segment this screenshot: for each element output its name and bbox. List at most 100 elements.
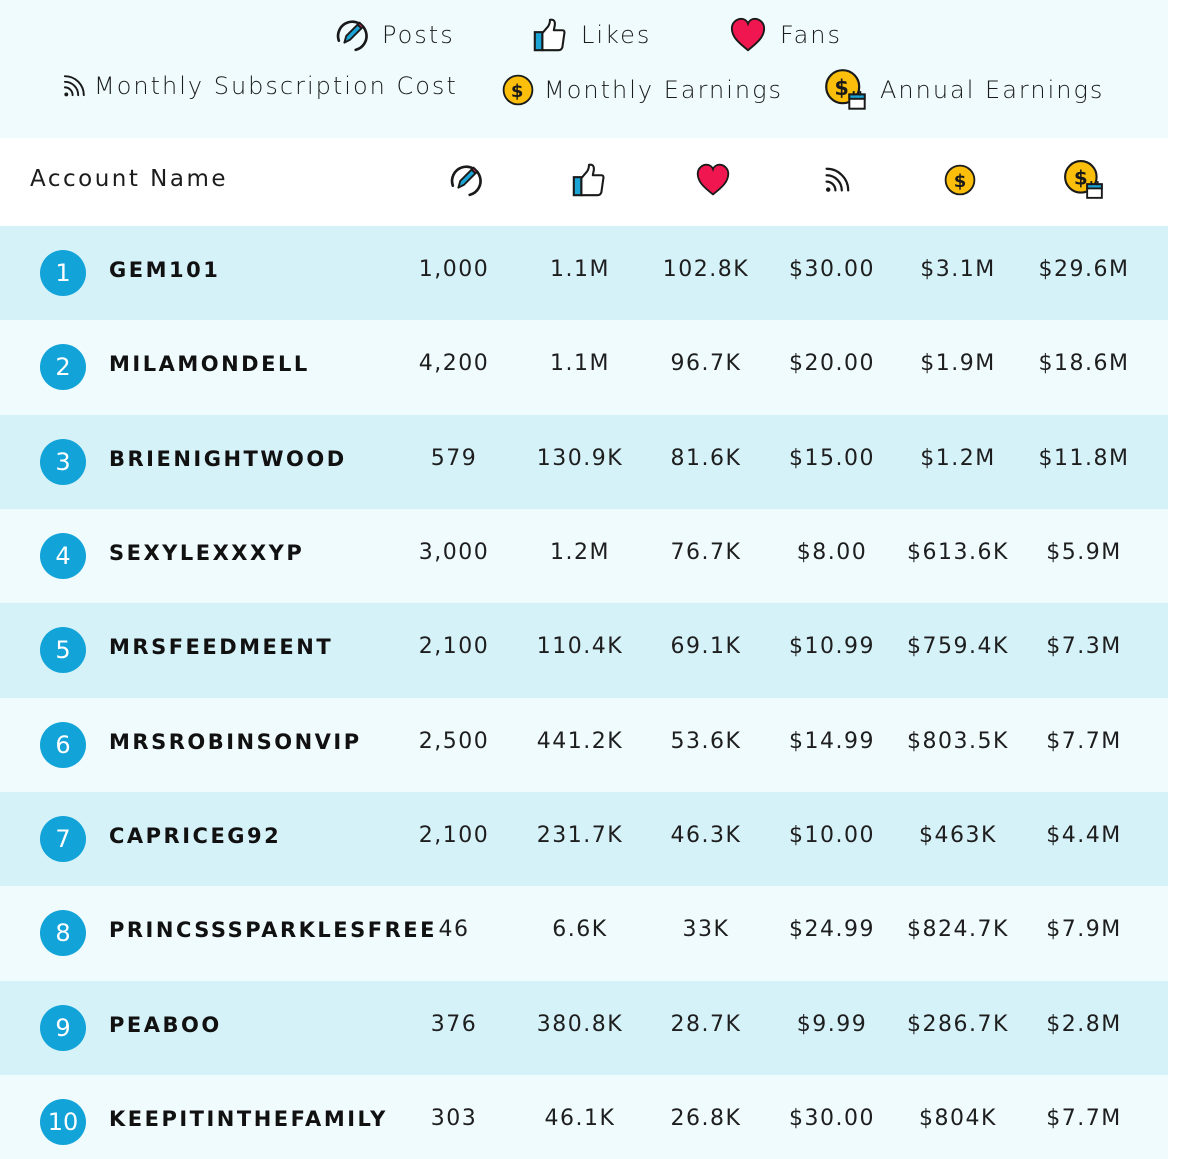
rank-badge: 5 [40,627,86,673]
rank-badge: 4 [40,533,86,579]
rank-badge: 10 [40,1099,86,1145]
posts-value: 376 [430,1012,478,1037]
annual-earnings-value: $7.7M [1046,1106,1122,1131]
fans-value: 33K [682,917,730,942]
table-row: 2 MILAMONDELL 4,200 1.1M 96.7K $20.00 $1… [0,320,1168,415]
leaderboard: Posts Likes Fans Monthly Subscription Co… [0,0,1168,1159]
fans-value: 96.7K [670,351,742,376]
table-row: 4 SEXYLEXXXYP 3,000 1.2M 76.7K $8.00 $61… [0,509,1168,604]
subscription-cost-value: $15.00 [789,446,875,471]
monthly-earnings-value: $803.5K [907,729,1009,754]
account-name: GEM101 [109,258,221,282]
subscription-cost-value: $10.00 [789,823,875,848]
subscription-cost-value: $14.99 [789,729,875,754]
account-name: SEXYLEXXXYP [109,541,305,565]
likes-value: 1.2M [550,540,610,565]
table-row: 1 GEM101 1,000 1.1M 102.8K $30.00 $3.1M … [0,226,1168,321]
likes-value: 110.4K [536,634,624,659]
fans-value: 81.6K [670,446,742,471]
rank-badge: 8 [40,910,86,956]
column-header-likes [529,162,649,202]
account-name: MILAMONDELL [109,352,310,376]
column-header-posts [405,162,525,202]
fans-value: 69.1K [670,634,742,659]
legend-item-subscription-cost: Monthly Subscription Cost [60,72,458,100]
subscription-cost-value: $30.00 [789,257,875,282]
account-name: KEEPITINTHEFAMILY [109,1107,388,1131]
table-row: 7 CAPRICEG92 2,100 231.7K 46.3K $10.00 $… [0,792,1168,887]
annual-earnings-value: $11.8M [1038,446,1130,471]
thumbs-up-icon [531,16,569,54]
rank-badge: 7 [40,816,86,862]
likes-value: 1.1M [550,257,610,282]
subscription-cost-value: $9.99 [796,1012,868,1037]
fans-value: 28.7K [670,1012,742,1037]
posts-value: 2,100 [418,823,490,848]
subscription-cost-value: $24.99 [789,917,875,942]
posts-value: 2,500 [418,729,490,754]
legend-label: Annual Earnings [880,76,1105,104]
monthly-earnings-value: $613.6K [907,540,1009,565]
account-name: BRIENIGHTWOOD [109,447,347,471]
rss-feed-icon [60,72,88,100]
table-row: 10 KEEPITINTHEFAMILY 303 46.1K 26.8K $30… [0,1075,1168,1159]
legend-item-monthly-earnings: Monthly Earnings [500,72,783,108]
table-header: Account Name [0,138,1168,226]
posts-value: 2,100 [418,634,490,659]
legend-label: Posts [382,21,455,49]
monthly-earnings-value: $3.1M [920,257,996,282]
likes-value: 441.2K [536,729,624,754]
subscription-cost-value: $8.00 [796,540,868,565]
likes-value: 380.8K [536,1012,624,1037]
rss-feed-icon [821,164,853,200]
legend-label: Monthly Subscription Cost [94,72,458,100]
pencil-circle-icon [446,161,484,203]
account-name: MRSROBINSONVIP [109,730,362,754]
subscription-cost-value: $10.99 [789,634,875,659]
posts-value: 46 [438,917,470,942]
annual-earnings-value: $29.6M [1038,257,1130,282]
annual-earnings-value: $7.9M [1046,917,1122,942]
likes-value: 46.1K [544,1106,616,1131]
column-header-monthly-earnings [900,162,1020,202]
dollar-coin-icon [500,72,536,108]
likes-value: 6.6K [552,917,608,942]
annual-earnings-value: $7.7M [1046,729,1122,754]
column-header-subscription-cost [777,162,897,202]
likes-value: 1.1M [550,351,610,376]
rank-badge: 1 [40,250,86,296]
rank-badge: 3 [40,439,86,485]
dollar-coin-icon [942,162,978,202]
posts-value: 3,000 [418,540,490,565]
posts-value: 579 [430,446,478,471]
column-header-fans [653,162,773,202]
subscription-cost-value: $30.00 [789,1106,875,1131]
fans-value: 76.7K [670,540,742,565]
table-row: 3 BRIENIGHTWOOD 579 130.9K 81.6K $15.00 … [0,415,1168,510]
monthly-earnings-value: $463K [919,823,997,848]
account-name: PRINCSSSPARKLESFREE [109,918,437,942]
legend-item-posts: Posts [332,16,455,54]
legend-item-annual-earnings: Annual Earnings [824,68,1104,112]
annual-earnings-value: $7.3M [1046,634,1122,659]
legend: Posts Likes Fans Monthly Subscription Co… [0,0,1168,138]
dollar-coin-calendar-icon [824,68,868,112]
subscription-cost-value: $20.00 [789,351,875,376]
fans-value: 46.3K [670,823,742,848]
monthly-earnings-value: $804K [919,1106,997,1131]
annual-earnings-value: $4.4M [1046,823,1122,848]
thumbs-up-icon [570,161,608,203]
fans-value: 102.8K [662,257,750,282]
table-row: 9 PEABOO 376 380.8K 28.7K $9.99 $286.7K … [0,981,1168,1076]
annual-earnings-value: $18.6M [1038,351,1130,376]
legend-item-likes: Likes [531,16,651,54]
column-header-annual-earnings [1024,162,1144,202]
monthly-earnings-value: $1.2M [920,446,996,471]
posts-value: 1,000 [418,257,490,282]
legend-label: Fans [780,21,843,49]
annual-earnings-value: $2.8M [1046,1012,1122,1037]
rank-badge: 2 [40,344,86,390]
monthly-earnings-value: $1.9M [920,351,996,376]
heart-icon [728,16,768,54]
likes-value: 130.9K [536,446,624,471]
